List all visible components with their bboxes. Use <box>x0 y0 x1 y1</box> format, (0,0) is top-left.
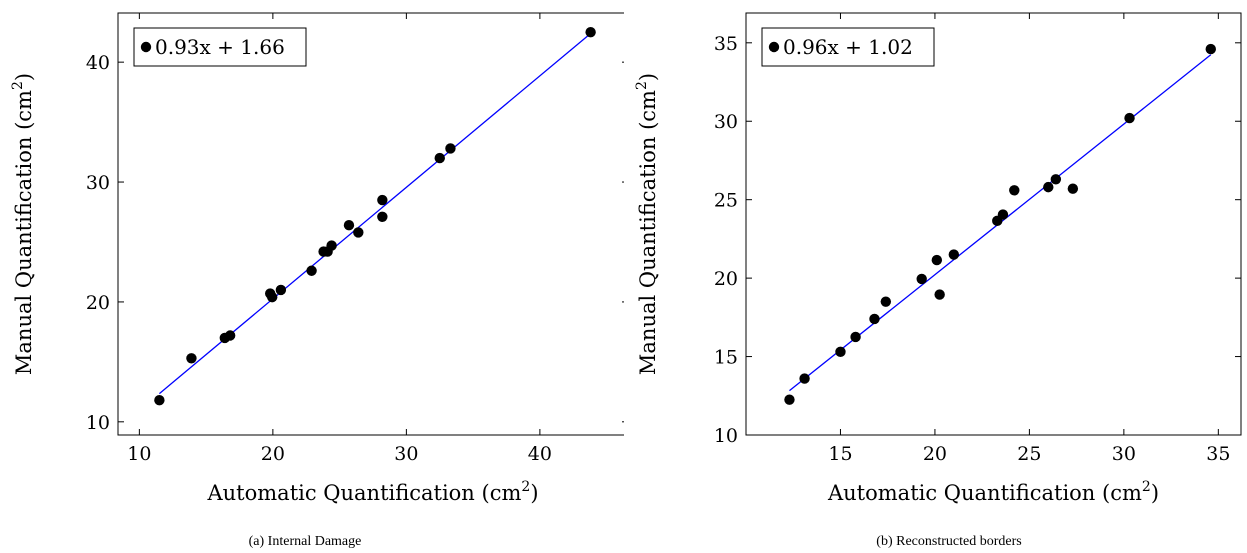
caption-internal-damage: (a) Internal Damage <box>248 534 362 549</box>
data-point <box>1205 43 1216 55</box>
data-point <box>275 284 287 296</box>
data-point <box>377 194 388 206</box>
data-point <box>154 395 165 406</box>
y-tick-label: 15 <box>714 347 738 369</box>
x-tick-label: 25 <box>1017 443 1041 465</box>
x-tick-label: 20 <box>923 443 947 465</box>
data-point <box>880 296 892 307</box>
x-tick-label: 20 <box>261 443 285 465</box>
data-point <box>948 249 960 260</box>
caption-reconstructed-borders: (b) Reconstructed borders <box>876 534 1022 549</box>
x-tick-label: 30 <box>1112 443 1136 465</box>
data-point <box>1050 174 1062 185</box>
data-point <box>869 313 880 325</box>
data-point <box>1009 185 1020 196</box>
data-point <box>850 331 861 343</box>
data-point <box>931 254 943 266</box>
plot-frame <box>745 12 1242 436</box>
data-point <box>224 330 236 341</box>
data-point <box>1043 181 1054 193</box>
data-point <box>186 353 197 364</box>
chart-panel-reconstructed-borders: 15 20 25 30 35 10 15 20 25 30 35 0.96x + 1.02 Automa… <box>624 0 1247 553</box>
legend-label: 0.93x + 1.66 <box>155 35 285 59</box>
y-tick-label: 20 <box>714 268 738 290</box>
data-point <box>997 209 1009 220</box>
data-point <box>784 394 795 405</box>
legend-marker <box>768 41 780 53</box>
y-tick-label: 10 <box>714 425 738 447</box>
data-point <box>326 240 337 251</box>
y-tick-label: 10 <box>86 412 110 434</box>
data-point <box>267 291 278 303</box>
data-point <box>799 373 810 384</box>
chart-panel-internal-damage: 10 20 30 40 10 20 30 40 0.93x + 1.66 Automatic Qu… <box>10 12 624 549</box>
y-tick-label: 25 <box>714 190 738 212</box>
legend-box <box>133 27 307 67</box>
plot-frame <box>117 12 624 436</box>
y-axis-label: Manual Quantification (cm2) <box>10 73 36 375</box>
y-axis-label: Manual Quantification (cm2) <box>634 73 660 375</box>
x-tick-label: 30 <box>394 443 418 465</box>
y-tick-label: 30 <box>714 111 738 133</box>
y-tick-label: 35 <box>714 33 738 55</box>
x-axis-label: Automatic Quantification (cm2) <box>206 479 538 505</box>
legend-box <box>761 27 935 67</box>
legend-marker <box>140 41 152 53</box>
data-point <box>445 143 456 154</box>
data-point <box>1124 112 1135 124</box>
x-tick-label: 35 <box>1206 443 1230 465</box>
data-point <box>306 265 317 276</box>
data-point <box>916 273 927 285</box>
x-tick-label: 15 <box>828 443 852 465</box>
y-tick-label: 20 <box>86 292 110 314</box>
x-tick-label: 40 <box>528 443 552 465</box>
x-tick-label: 10 <box>127 443 151 465</box>
y-tick-label: 30 <box>86 172 110 194</box>
legend-label: 0.96x + 1.02 <box>783 35 913 59</box>
data-point <box>585 26 596 38</box>
data-point <box>353 227 364 238</box>
data-point <box>1067 183 1079 194</box>
scatter-plot-reconstructed-borders: 15 20 25 30 35 10 15 20 25 30 35 0.96x + 1.02 Automa… <box>634 12 1242 505</box>
scatter-plot-internal-damage: 10 20 30 40 10 20 30 40 0.93x + 1.66 Automatic Qu… <box>10 12 624 505</box>
data-point <box>434 152 445 164</box>
x-axis-label: Automatic Quantification (cm2) <box>827 479 1159 505</box>
data-point <box>377 211 388 223</box>
data-point <box>934 289 945 300</box>
data-point <box>835 346 846 358</box>
data-point <box>343 219 355 231</box>
y-tick-label: 40 <box>86 52 110 74</box>
